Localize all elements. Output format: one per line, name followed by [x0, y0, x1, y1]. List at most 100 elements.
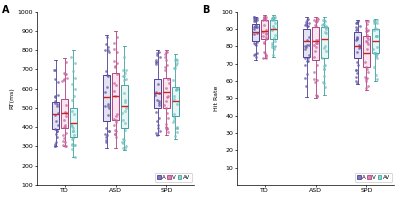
- Point: [305, 35, 312, 38]
- Point: [251, 27, 258, 31]
- Point: [363, 26, 369, 29]
- Point: [313, 20, 320, 23]
- Point: [172, 135, 178, 138]
- Point: [260, 50, 267, 53]
- Point: [171, 98, 178, 101]
- Point: [172, 57, 179, 60]
- Point: [302, 85, 309, 88]
- Point: [53, 129, 60, 133]
- Point: [105, 106, 112, 109]
- Point: [254, 25, 260, 28]
- Point: [272, 39, 278, 43]
- Point: [153, 110, 159, 113]
- Point: [54, 102, 60, 105]
- Point: [153, 60, 159, 63]
- Point: [374, 45, 380, 48]
- Bar: [112, 73, 119, 120]
- Bar: [354, 32, 361, 59]
- Point: [314, 78, 320, 81]
- Point: [121, 55, 128, 58]
- Point: [353, 68, 360, 72]
- Point: [154, 53, 160, 57]
- Point: [53, 120, 59, 123]
- Point: [152, 93, 159, 96]
- Point: [302, 22, 309, 25]
- Point: [111, 90, 117, 93]
- Point: [122, 146, 129, 149]
- Point: [253, 25, 259, 28]
- Point: [152, 58, 159, 61]
- Point: [321, 81, 328, 84]
- Point: [303, 46, 310, 49]
- Point: [154, 127, 161, 130]
- Point: [156, 130, 163, 133]
- Point: [374, 22, 380, 25]
- Bar: [121, 85, 128, 128]
- Point: [254, 41, 260, 44]
- Point: [260, 17, 267, 20]
- Point: [314, 18, 321, 21]
- Bar: [163, 78, 170, 108]
- Point: [71, 133, 77, 136]
- Point: [63, 103, 70, 106]
- Point: [70, 137, 76, 140]
- Point: [371, 18, 377, 21]
- Point: [262, 37, 269, 40]
- Point: [372, 52, 378, 55]
- Point: [253, 44, 259, 47]
- Point: [102, 104, 108, 107]
- Point: [114, 73, 120, 76]
- Point: [154, 120, 160, 123]
- Point: [270, 17, 277, 20]
- Point: [123, 69, 129, 72]
- Point: [370, 48, 376, 51]
- Point: [262, 36, 269, 39]
- Point: [310, 78, 317, 81]
- Point: [172, 67, 178, 70]
- Point: [104, 85, 110, 89]
- Point: [113, 129, 120, 132]
- Point: [70, 130, 76, 133]
- Point: [68, 124, 74, 127]
- Bar: [52, 102, 59, 129]
- Point: [163, 122, 169, 125]
- Point: [260, 17, 267, 20]
- Point: [52, 144, 58, 147]
- Point: [122, 128, 128, 131]
- Point: [61, 79, 67, 82]
- Point: [170, 115, 177, 118]
- Text: A: A: [2, 5, 9, 15]
- Point: [353, 39, 359, 42]
- Point: [263, 32, 269, 35]
- Point: [261, 15, 267, 19]
- Point: [301, 64, 308, 67]
- Point: [372, 54, 379, 57]
- Point: [51, 68, 58, 71]
- Bar: [372, 29, 379, 53]
- Point: [174, 126, 180, 129]
- Point: [162, 65, 168, 68]
- Point: [354, 50, 360, 53]
- Point: [363, 29, 370, 32]
- Point: [52, 96, 58, 99]
- Point: [355, 63, 362, 67]
- Point: [353, 81, 360, 84]
- Point: [304, 24, 311, 27]
- Point: [162, 69, 168, 72]
- Point: [52, 145, 58, 148]
- Point: [60, 71, 67, 74]
- Point: [71, 143, 77, 146]
- Point: [69, 124, 75, 128]
- Point: [304, 56, 311, 59]
- Point: [69, 126, 76, 129]
- Point: [251, 26, 258, 29]
- Point: [352, 22, 359, 25]
- Point: [268, 46, 275, 49]
- Point: [110, 42, 117, 45]
- Bar: [363, 36, 370, 67]
- Point: [314, 95, 320, 98]
- Point: [103, 127, 109, 130]
- Point: [52, 128, 58, 131]
- Point: [174, 130, 180, 133]
- Point: [164, 126, 170, 129]
